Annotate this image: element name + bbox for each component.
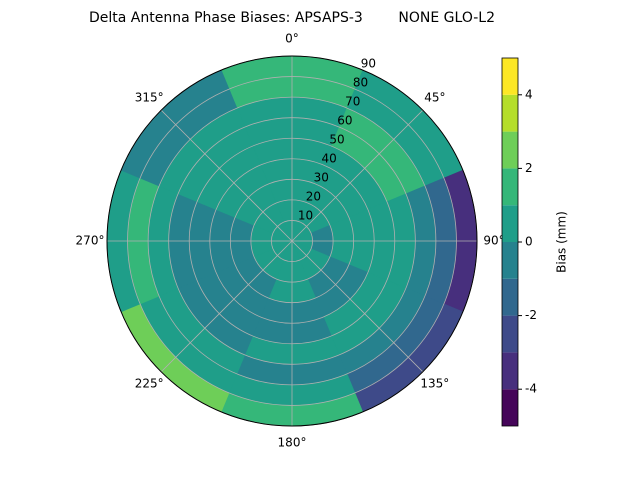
colorbar-swatch: [502, 352, 518, 390]
r-tick-label: 90: [361, 57, 376, 71]
r-tick-label: 20: [306, 190, 321, 204]
grid-spoke: [160, 109, 293, 242]
colorbar-swatch: [502, 58, 518, 95]
r-tick-label: 60: [337, 114, 352, 128]
r-tick-label: 50: [329, 133, 344, 147]
colorbar-swatch: [502, 168, 518, 206]
theta-tick-label: 135°: [420, 376, 449, 390]
grid-spoke: [291, 109, 424, 242]
theta-tick-label: 270°: [76, 234, 105, 248]
theta-tick-label: 315°: [135, 91, 164, 105]
colorbar-swatch: [502, 389, 518, 426]
colorbar-tick-label: 0: [525, 235, 533, 249]
colorbar-swatch: [502, 131, 518, 169]
colorbar-swatch: [502, 94, 518, 132]
colorbar-tick-label: -4: [525, 382, 537, 396]
r-tick-label: 40: [321, 152, 336, 166]
r-tick-label: 30: [314, 171, 329, 185]
theta-tick-label: 0°: [285, 32, 299, 46]
colorbar-label: Bias (mm): [555, 211, 569, 273]
chart-title: Delta Antenna Phase Biases: APSAPS-3 NON…: [89, 10, 495, 26]
r-tick-label: 80: [353, 76, 368, 90]
theta-tick-label: 180°: [278, 436, 307, 450]
r-tick-label: 10: [298, 209, 313, 223]
colorbar-swatch: [502, 315, 518, 353]
colorbar-tick-label: -2: [525, 308, 537, 322]
r-tick-label: 70: [345, 95, 360, 109]
theta-tick-label: 45°: [424, 91, 445, 105]
colorbar-tick-label: 2: [525, 161, 533, 175]
theta-tick-label: 225°: [135, 376, 164, 390]
grid-spoke: [160, 240, 293, 373]
colorbar-swatch: [502, 278, 518, 316]
polar-frame: [106, 55, 478, 427]
theta-tick-label: 90°: [483, 234, 504, 248]
grid-spoke: [291, 240, 424, 373]
colorbar-tick-label: 4: [525, 87, 533, 101]
colorbar-swatch: [502, 242, 518, 279]
colorbar-swatch: [502, 205, 518, 242]
